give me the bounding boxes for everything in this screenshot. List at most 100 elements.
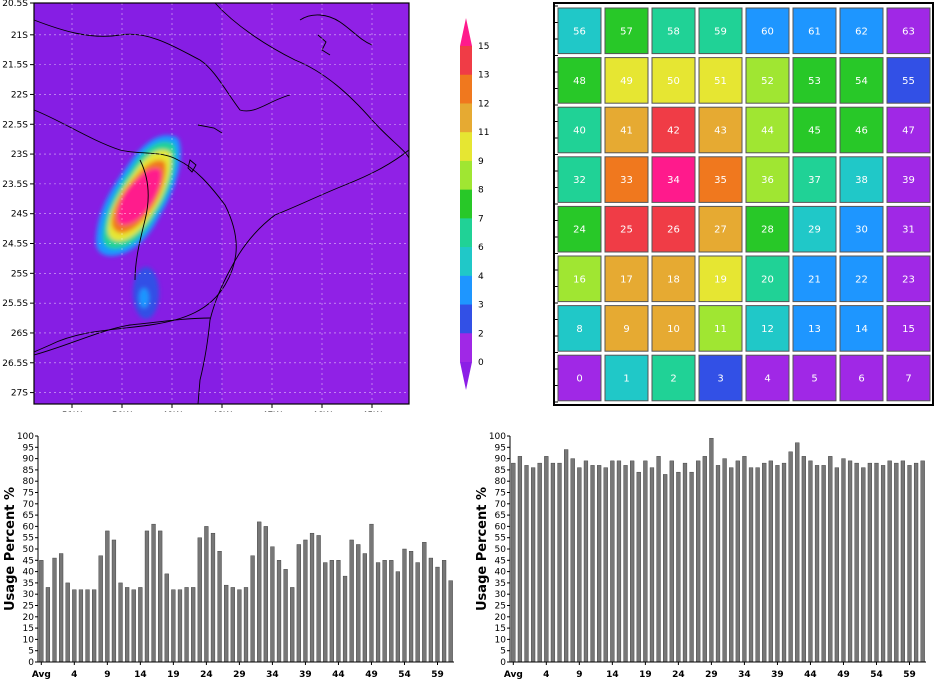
x-tick-label: 24 xyxy=(200,670,213,680)
grid-cell-label: 62 xyxy=(855,26,868,37)
grid-cell-label: 36 xyxy=(761,175,774,186)
grid-cell-label: 15 xyxy=(902,324,915,335)
y-tick-label: 0 xyxy=(500,658,506,668)
grid-cell-label: 39 xyxy=(902,175,915,186)
usage-bar xyxy=(880,465,886,663)
usage-bar xyxy=(900,460,906,663)
grid-cell-label: 33 xyxy=(620,175,633,186)
border-south xyxy=(33,317,211,356)
grid-cell-fill xyxy=(792,7,837,55)
usage-bar xyxy=(111,539,117,663)
grid-cell-label: 49 xyxy=(620,76,633,87)
grid-cell-fill xyxy=(604,305,649,352)
usage-bar xyxy=(742,456,747,663)
grid-cell: 11 xyxy=(698,305,743,352)
tiny-east-line xyxy=(197,124,223,134)
grid-cell: 7 xyxy=(886,354,931,402)
x-tick-label: 19 xyxy=(167,670,180,680)
y-tick-label: 70 xyxy=(23,500,35,510)
y-tick-label: 90 xyxy=(23,455,35,465)
colorbar-label: 4 xyxy=(478,272,484,282)
grid-cell: 5 xyxy=(792,354,837,402)
grid-cell-fill xyxy=(557,255,602,303)
grid-cell-label: 46 xyxy=(855,126,868,137)
usage-bar xyxy=(402,548,407,663)
grid-cell: 28 xyxy=(745,205,790,253)
grid-cell: 8 xyxy=(557,305,602,352)
grid-cell-label: 59 xyxy=(714,26,727,37)
y-tick-label: 80 xyxy=(23,477,35,487)
grid-cell-fill xyxy=(651,354,696,402)
x-tick-label: 24 xyxy=(672,670,685,680)
grid-cell-fill xyxy=(604,354,649,402)
usage-bar xyxy=(590,465,595,663)
usage-bar xyxy=(138,587,143,663)
grid-cell-label: 18 xyxy=(667,274,680,285)
usage-bar xyxy=(329,560,334,663)
map-x-tick-label: 47W xyxy=(262,411,282,412)
grid-cell: 3 xyxy=(698,354,743,402)
colorbar-label: 12 xyxy=(478,99,489,109)
y-axis-title: Usage Percent % xyxy=(475,487,490,611)
grid-cell-label: 60 xyxy=(761,26,774,37)
usage-bar xyxy=(689,471,694,663)
usage-bar xyxy=(250,555,255,663)
grid-cell: 13 xyxy=(792,305,837,352)
colorbar-segment xyxy=(460,218,472,248)
grid-cell-label: 11 xyxy=(714,324,727,335)
grid-cell-fill xyxy=(651,7,696,55)
usage-bar xyxy=(422,542,427,663)
usage-bar xyxy=(65,582,70,663)
grid-cell-fill xyxy=(839,305,884,352)
grid-cell-fill xyxy=(651,255,696,303)
map-y-tick-label: 26.5S xyxy=(2,359,28,369)
x-tick-label: 39 xyxy=(771,670,784,680)
usage-bar xyxy=(814,465,820,663)
map-y-tick-label: 26S xyxy=(11,329,28,339)
grid-cell-fill xyxy=(651,156,696,203)
x-tick-label: 49 xyxy=(365,670,378,680)
grid-cell: 43 xyxy=(698,106,743,154)
grid-cell-fill xyxy=(839,156,884,203)
map-y-tick-label: 23S xyxy=(11,150,28,160)
grid-cell-fill xyxy=(839,106,884,154)
y-tick-label: 25 xyxy=(23,602,34,612)
y-tick-label: 40 xyxy=(23,568,35,578)
grid-cell-label: 4 xyxy=(764,374,770,385)
usage-bar xyxy=(184,587,189,663)
usage-bar xyxy=(610,460,615,663)
grid-cell-label: 57 xyxy=(620,26,633,37)
usage-bar xyxy=(448,580,453,663)
grid-cell-fill xyxy=(698,57,743,104)
precip-contour-15 xyxy=(116,168,162,226)
grid-cell-fill xyxy=(886,354,931,402)
usage-bar xyxy=(847,460,853,663)
usage-bar xyxy=(649,467,655,663)
grid-cell-fill xyxy=(886,106,931,154)
grid-cell-fill xyxy=(839,205,884,253)
colorbar-segment xyxy=(460,304,472,334)
usage-bar xyxy=(382,560,387,663)
grid-cell: 1 xyxy=(604,354,649,402)
y-tick-label: 5 xyxy=(500,647,506,657)
grid-cell-fill xyxy=(604,255,649,303)
x-tick-label: 4 xyxy=(543,670,549,680)
y-tick-label: 50 xyxy=(495,545,507,555)
grid-cell: 48 xyxy=(557,57,602,104)
colorbar-label: 7 xyxy=(478,214,484,224)
coastline-north-bay xyxy=(299,14,373,46)
grid-cell: 61 xyxy=(792,7,837,55)
grid-cell-fill xyxy=(792,205,837,253)
colorbar-segment xyxy=(460,132,472,162)
grid-cell-label: 48 xyxy=(573,76,586,87)
grid-ticks xyxy=(554,5,558,403)
grid-cell: 31 xyxy=(886,205,931,253)
grid-cell-fill xyxy=(886,205,931,253)
usage-bar xyxy=(131,589,136,663)
east-island xyxy=(187,159,197,173)
colorbar-segments xyxy=(460,18,472,390)
map-y-tick-label: 21S xyxy=(11,31,28,41)
grid-cell-label: 30 xyxy=(855,225,868,236)
grid-cell-fill xyxy=(604,106,649,154)
